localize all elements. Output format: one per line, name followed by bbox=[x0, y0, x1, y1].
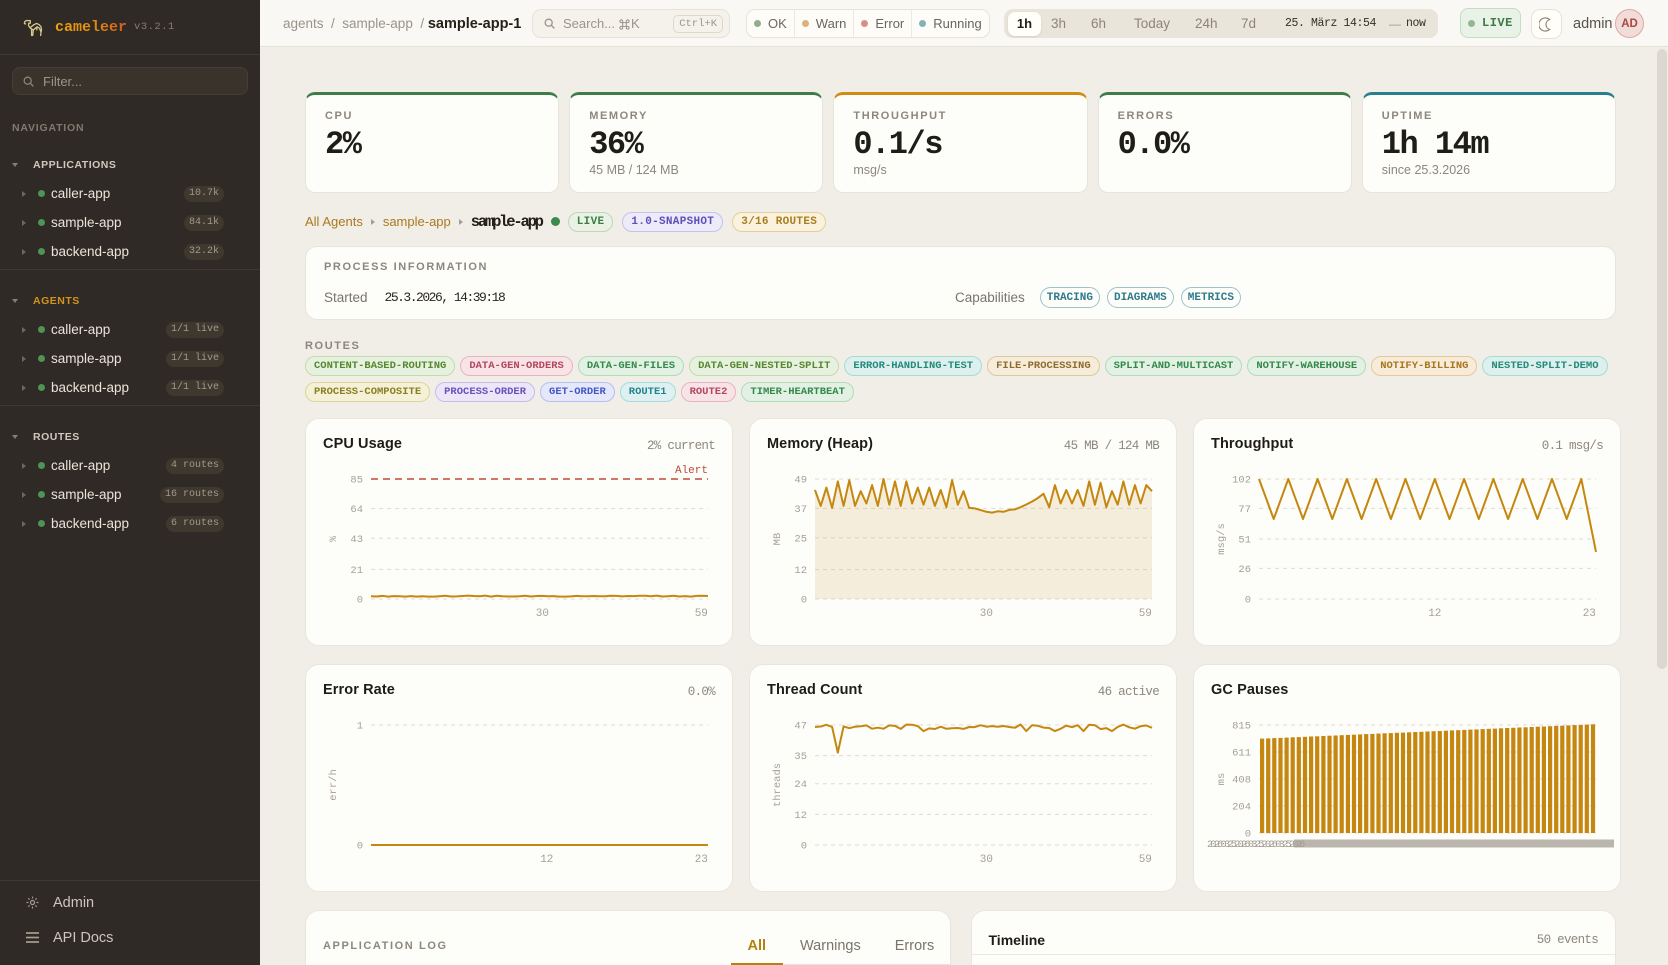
svg-text:26: 26 bbox=[1238, 564, 1251, 576]
svg-text:12: 12 bbox=[794, 565, 807, 577]
svg-text:0: 0 bbox=[801, 841, 807, 853]
svg-text:12: 12 bbox=[794, 810, 807, 822]
svg-text:threads: threads bbox=[772, 763, 784, 807]
svg-text:51: 51 bbox=[1238, 535, 1251, 547]
svg-text:77: 77 bbox=[1238, 504, 1251, 516]
svg-text:47: 47 bbox=[794, 721, 807, 733]
svg-text:35: 35 bbox=[794, 751, 807, 763]
svg-text:23: 23 bbox=[695, 854, 708, 866]
svg-text:85: 85 bbox=[350, 475, 363, 487]
svg-text:102: 102 bbox=[1232, 475, 1251, 487]
svg-text:err/h: err/h bbox=[328, 769, 340, 801]
svg-text:204: 204 bbox=[1232, 802, 1251, 814]
svg-text:43: 43 bbox=[350, 534, 363, 546]
svg-text:30: 30 bbox=[980, 854, 993, 866]
svg-text:2026032520260325202603252026: 2026032520260325202603252026 bbox=[1207, 840, 1305, 851]
svg-text:815: 815 bbox=[1232, 721, 1251, 733]
svg-text:%: % bbox=[328, 535, 340, 542]
svg-text:64: 64 bbox=[350, 504, 363, 516]
svg-text:0: 0 bbox=[801, 595, 807, 607]
svg-text:Alert: Alert bbox=[675, 465, 708, 477]
svg-text:25: 25 bbox=[794, 533, 807, 545]
svg-text:ms: ms bbox=[1216, 773, 1228, 786]
svg-text:23: 23 bbox=[1583, 608, 1596, 620]
svg-text:59: 59 bbox=[1139, 608, 1152, 620]
svg-text:1: 1 bbox=[357, 721, 363, 733]
svg-text:12: 12 bbox=[540, 854, 553, 866]
svg-text:49: 49 bbox=[794, 475, 807, 487]
svg-text:611: 611 bbox=[1232, 748, 1251, 760]
svg-text:59: 59 bbox=[1139, 854, 1152, 866]
svg-text:59: 59 bbox=[695, 608, 708, 620]
svg-text:msg/s: msg/s bbox=[1216, 523, 1228, 555]
svg-text:12: 12 bbox=[1428, 608, 1441, 620]
svg-text:0: 0 bbox=[1245, 829, 1251, 841]
svg-text:MB: MB bbox=[772, 533, 784, 546]
svg-text:30: 30 bbox=[536, 608, 549, 620]
svg-text:0: 0 bbox=[357, 595, 363, 607]
svg-text:37: 37 bbox=[794, 504, 807, 516]
svg-text:24: 24 bbox=[794, 779, 807, 791]
svg-text:0: 0 bbox=[1245, 595, 1251, 607]
svg-text:21: 21 bbox=[350, 565, 363, 577]
svg-text:408: 408 bbox=[1232, 774, 1251, 786]
svg-text:30: 30 bbox=[980, 608, 993, 620]
svg-text:0: 0 bbox=[357, 841, 363, 853]
